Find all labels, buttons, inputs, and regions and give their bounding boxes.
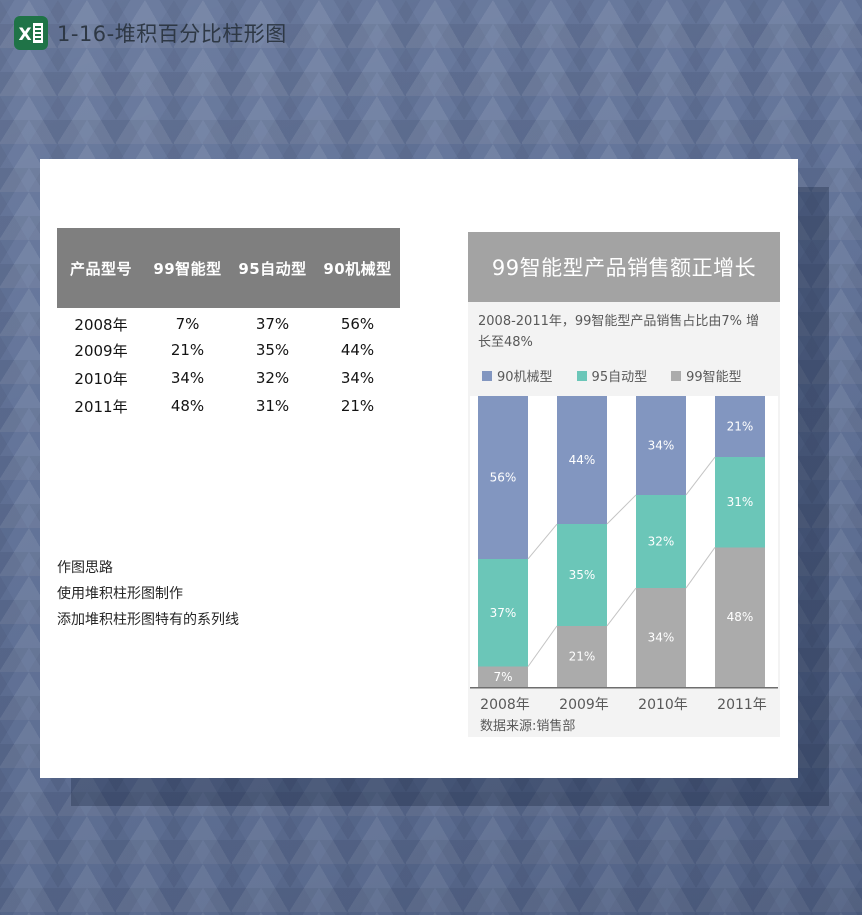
data-table: 产品型号 99智能型 95自动型 90机械型 2008年 7% 37% 56% … [57,228,400,420]
note-line: 使用堆积柱形图制作 [57,586,183,602]
table-cell: 48% [170,397,205,415]
chart-title: 99智能型产品销售额正增长 [491,256,757,280]
legend-label: 99智能型 [686,370,742,385]
table-cell: 2009年 [74,341,128,360]
x-axis-label: 2010年 [638,697,688,713]
notes: 作图思路 使用堆积柱形图制作 添加堆积柱形图特有的系列线 [57,555,239,633]
content-card: 产品型号 99智能型 95自动型 90机械型 2008年 7% 37% 56% … [40,159,798,778]
legend-swatch-icon [482,370,492,381]
app-header: X 1-16-堆积百分比柱形图 [14,16,287,50]
svg-text:21%: 21% [569,649,596,663]
plot-area: 7% 37% 56% 21% 35% 44% 34% 32% 34% 48% 31% 21% [470,396,778,689]
svg-text:X: X [18,25,31,45]
legend-item-99: 99智能型 [671,366,742,385]
legend-swatch-icon [671,370,682,381]
svg-text:32%: 32% [648,535,675,549]
chart-subtitle: 2008-2011年，99智能型产品销售占比由7% 增长至48% [478,314,760,351]
legend-item-90: 90机械型 [482,366,553,385]
header-cell-95: 95自动型 [230,228,315,308]
svg-text:48%: 48% [727,610,754,624]
header-cell-product-type: 产品型号 [57,228,145,308]
legend-label: 95自动型 [591,370,648,385]
table-row: 2011年 48% 31% 21% [57,392,400,420]
table-row: 2009年 21% 35% 44% [57,336,400,364]
table-cell: 44% [340,341,375,359]
table-cell: 35% [255,341,290,359]
svg-text:56%: 56% [490,470,517,484]
table-cell: 56% [340,315,375,333]
table-cell: 7% [175,315,200,333]
table-cell: 2008年 [74,315,128,334]
svg-text:21%: 21% [727,420,754,434]
note-line: 作图思路 [57,560,113,576]
svg-text:7%: 7% [493,670,512,684]
table-cell: 2010年 [74,369,128,388]
table-header-row: 产品型号 99智能型 95自动型 90机械型 [57,228,400,308]
svg-text:31%: 31% [727,495,754,509]
x-axis-label: 2008年 [480,697,530,713]
chart-panel: 99智能型产品销售额正增长 2008-2011年，99智能型产品销售占比由7% … [468,232,780,737]
svg-text:37%: 37% [490,606,517,620]
table-cell: 34% [170,369,205,387]
table-cell: 31% [255,397,290,415]
header-cell-99: 99智能型 [145,228,230,308]
table-row: 2010年 34% 32% 34% [57,364,400,392]
table-row: 2008年 7% 37% 56% [57,308,400,336]
chart-title-bar: 99智能型产品销售额正增长 [468,232,780,302]
table-cell: 2011年 [74,397,128,416]
x-axis-label: 2009年 [559,697,609,713]
legend-label: 90机械型 [497,370,553,385]
svg-text:34%: 34% [648,631,675,645]
svg-text:34%: 34% [648,438,675,452]
chart-legend: 90机械型 95自动型 99智能型 [482,366,742,385]
x-axis-labels: 2008年 2009年 2010年 2011年 [470,694,778,713]
table-cell: 21% [170,341,205,359]
legend-item-95: 95自动型 [576,366,648,385]
table-cell: 37% [255,315,290,333]
legend-swatch-icon [576,370,587,381]
chart-source: 数据来源:销售部 [480,719,576,734]
header-cell-90: 90机械型 [315,228,400,308]
table-cell: 21% [340,397,375,415]
table-cell: 34% [340,369,375,387]
plot-svg: 7% 37% 56% 21% 35% 44% 34% 32% 34% 48% 31% 21% [470,396,778,689]
table-cell: 32% [255,369,290,387]
note-line: 添加堆积柱形图特有的系列线 [57,612,239,628]
page-title: 1-16-堆积百分比柱形图 [57,22,287,46]
excel-icon: X [14,16,48,50]
svg-text:44%: 44% [569,453,596,467]
x-axis-label: 2011年 [717,697,767,713]
svg-text:35%: 35% [569,568,596,582]
